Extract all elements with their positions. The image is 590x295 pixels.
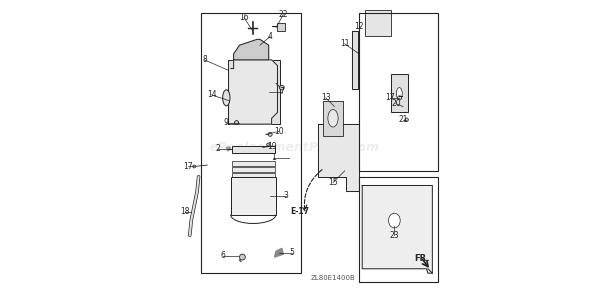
Text: 6: 6 xyxy=(221,251,226,260)
Polygon shape xyxy=(231,60,277,124)
Ellipse shape xyxy=(328,109,338,127)
Text: 7: 7 xyxy=(280,88,284,96)
Polygon shape xyxy=(234,39,268,60)
Ellipse shape xyxy=(222,90,230,106)
Text: 2: 2 xyxy=(215,145,220,153)
Text: 1: 1 xyxy=(271,153,276,162)
Bar xyxy=(232,173,274,178)
Text: E-17: E-17 xyxy=(290,207,309,216)
Bar xyxy=(228,60,280,124)
Text: eReplacementParts.com: eReplacementParts.com xyxy=(210,141,380,154)
Text: 12: 12 xyxy=(355,22,364,31)
Text: 14: 14 xyxy=(207,90,217,99)
Text: 21: 21 xyxy=(398,115,408,124)
Text: 13: 13 xyxy=(321,93,330,102)
Text: 11: 11 xyxy=(340,39,349,48)
Text: 16: 16 xyxy=(239,13,248,22)
Text: 22: 22 xyxy=(278,10,288,19)
Bar xyxy=(365,10,391,37)
Text: 18: 18 xyxy=(181,207,190,216)
Bar xyxy=(202,13,301,273)
Bar xyxy=(231,177,276,215)
Polygon shape xyxy=(319,124,359,191)
Polygon shape xyxy=(227,147,231,151)
Text: 17: 17 xyxy=(183,162,193,171)
Circle shape xyxy=(234,121,238,125)
Bar xyxy=(359,13,438,171)
Text: 23: 23 xyxy=(389,231,399,240)
Text: FR.: FR. xyxy=(414,254,430,263)
Text: ZL80E1400B: ZL80E1400B xyxy=(310,275,355,281)
Text: 17: 17 xyxy=(385,93,395,102)
Polygon shape xyxy=(352,31,358,89)
Text: 4: 4 xyxy=(268,32,273,41)
Circle shape xyxy=(398,96,402,100)
Text: 5: 5 xyxy=(290,248,294,257)
Circle shape xyxy=(268,132,272,136)
Bar xyxy=(359,177,438,282)
Polygon shape xyxy=(362,186,432,273)
Bar xyxy=(232,167,274,172)
Circle shape xyxy=(280,85,284,90)
Bar xyxy=(391,74,408,112)
Circle shape xyxy=(405,118,408,122)
Bar xyxy=(232,161,274,166)
Circle shape xyxy=(240,254,245,260)
Bar xyxy=(277,23,285,31)
Ellipse shape xyxy=(396,88,402,99)
Text: 15: 15 xyxy=(328,178,338,187)
Ellipse shape xyxy=(388,213,400,228)
Text: 10: 10 xyxy=(274,127,284,136)
Text: 9: 9 xyxy=(224,118,229,127)
Text: 3: 3 xyxy=(284,191,289,200)
Text: 19: 19 xyxy=(267,142,277,150)
Bar xyxy=(232,146,274,153)
Bar xyxy=(323,101,343,136)
Polygon shape xyxy=(274,248,283,257)
Circle shape xyxy=(193,165,196,168)
Circle shape xyxy=(267,143,270,146)
Text: 20: 20 xyxy=(391,99,401,108)
Text: 8: 8 xyxy=(202,55,206,64)
